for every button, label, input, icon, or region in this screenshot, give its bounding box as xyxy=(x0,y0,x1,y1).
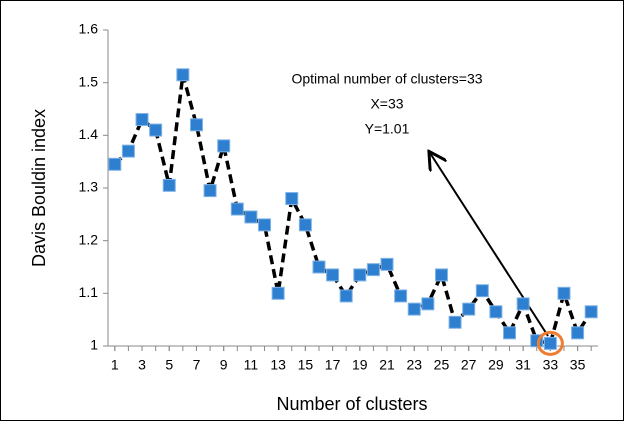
point xyxy=(230,202,244,216)
point xyxy=(516,297,530,311)
point xyxy=(244,210,258,224)
y-tick-label: 1.3 xyxy=(79,179,99,195)
point xyxy=(162,178,176,192)
x-tick-label: 21 xyxy=(379,357,395,373)
point xyxy=(571,326,585,340)
y-tick-label: 1.5 xyxy=(79,73,99,89)
point xyxy=(489,305,503,319)
x-tick-label: 35 xyxy=(570,357,586,373)
x-tick-label: 25 xyxy=(434,357,450,373)
point xyxy=(149,123,163,137)
x-axis-title: Number of clusters xyxy=(276,394,427,414)
x-tick-label: 15 xyxy=(298,357,314,373)
x-tick-label: 3 xyxy=(138,357,146,373)
x-tick-label: 17 xyxy=(325,357,341,373)
point xyxy=(326,268,340,282)
point xyxy=(353,268,367,282)
point xyxy=(407,302,421,316)
point xyxy=(108,157,122,171)
y-tick-label: 1 xyxy=(90,337,98,353)
x-tick-label: 5 xyxy=(165,357,173,373)
annotation: Y=1.01 xyxy=(365,121,410,137)
x-tick-label: 29 xyxy=(488,357,504,373)
x-tick-label: 13 xyxy=(270,357,286,373)
x-tick-label: 1 xyxy=(111,357,119,373)
point xyxy=(285,192,299,206)
point xyxy=(189,118,203,132)
x-tick-label: 23 xyxy=(406,357,422,373)
point xyxy=(584,305,598,319)
x-tick-label: 33 xyxy=(543,357,559,373)
point xyxy=(448,315,462,329)
point xyxy=(203,184,217,198)
y-axis-title: Davis Bouldin index xyxy=(29,109,49,267)
point xyxy=(557,286,571,300)
x-tick-label: 27 xyxy=(461,357,477,373)
point xyxy=(135,113,149,127)
point xyxy=(312,260,326,274)
point xyxy=(543,336,557,350)
point xyxy=(366,263,380,277)
point xyxy=(434,268,448,282)
point xyxy=(503,326,517,340)
point xyxy=(394,289,408,303)
x-tick-label: 11 xyxy=(244,357,259,373)
point xyxy=(462,302,476,316)
highlight-circle xyxy=(536,330,564,356)
annotation: Optimal number of clusters=33 xyxy=(291,71,482,87)
point xyxy=(176,68,190,82)
x-tick-label: 31 xyxy=(515,357,531,373)
point xyxy=(298,218,312,232)
point xyxy=(380,257,394,271)
point xyxy=(271,286,285,300)
x-tick-label: 9 xyxy=(220,357,228,373)
point xyxy=(421,297,435,311)
point xyxy=(258,218,272,232)
point xyxy=(121,144,135,158)
point xyxy=(339,289,353,303)
y-tick-label: 1.1 xyxy=(79,284,99,300)
y-tick-label: 1.2 xyxy=(79,231,99,247)
x-tick-label: 19 xyxy=(352,357,368,373)
y-tick-label: 1.4 xyxy=(79,126,99,142)
point xyxy=(475,284,489,298)
point xyxy=(217,139,231,153)
annotation: X=33 xyxy=(370,96,403,112)
x-tick-label: 7 xyxy=(193,357,201,373)
y-tick-label: 1.6 xyxy=(79,21,99,37)
